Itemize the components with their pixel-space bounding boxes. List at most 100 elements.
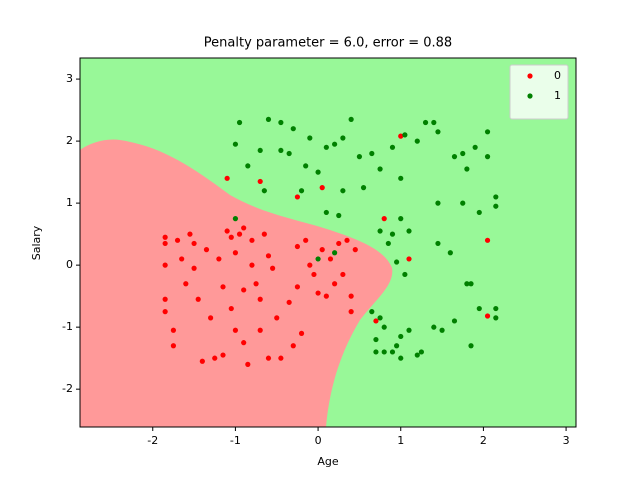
point	[257, 327, 263, 333]
point	[476, 305, 482, 312]
point	[286, 299, 292, 305]
point	[377, 315, 383, 321]
point	[195, 296, 201, 302]
region-0	[80, 139, 393, 427]
point	[472, 144, 478, 150]
point	[257, 296, 263, 302]
point	[212, 355, 218, 361]
point	[356, 154, 363, 160]
point	[323, 209, 329, 216]
point	[327, 256, 334, 262]
y-tick-label: 0	[66, 258, 73, 271]
chart-title: Penalty parameter = 6.0, error = 0.88	[204, 36, 452, 51]
point	[224, 228, 230, 234]
point	[319, 247, 325, 253]
point	[340, 135, 346, 141]
point	[162, 309, 168, 315]
point	[241, 340, 247, 346]
x-tick-label: 2	[480, 434, 487, 447]
point	[340, 271, 346, 278]
point	[162, 234, 168, 240]
point	[484, 237, 491, 243]
point	[311, 271, 317, 278]
point	[377, 228, 383, 234]
point	[249, 237, 255, 243]
y-tick-label: 1	[66, 196, 73, 209]
x-tick-label: 1	[397, 434, 404, 447]
point	[373, 336, 379, 343]
point	[220, 352, 226, 358]
point	[232, 216, 239, 222]
point	[187, 231, 193, 237]
point	[162, 262, 168, 268]
point	[344, 237, 350, 243]
point	[398, 333, 404, 340]
point	[261, 231, 267, 237]
point	[352, 247, 358, 253]
point	[183, 281, 189, 287]
point	[232, 250, 239, 256]
point	[307, 135, 313, 141]
point	[294, 284, 301, 290]
point	[315, 169, 321, 175]
point	[290, 343, 296, 349]
point	[191, 265, 197, 271]
point	[257, 147, 263, 154]
point	[261, 188, 267, 194]
point	[398, 175, 404, 181]
point	[332, 281, 338, 287]
legend-label: 0	[554, 69, 561, 82]
point	[340, 188, 346, 194]
point	[468, 281, 474, 287]
point	[381, 216, 387, 222]
point	[336, 212, 342, 219]
point	[422, 119, 429, 126]
x-tick-label: 0	[315, 434, 322, 447]
point	[377, 166, 383, 172]
point	[315, 290, 321, 296]
point	[265, 253, 272, 259]
point	[385, 240, 391, 247]
point	[265, 116, 272, 122]
point	[484, 129, 491, 135]
point	[286, 150, 292, 157]
point	[228, 234, 234, 240]
point	[406, 228, 412, 234]
point	[270, 265, 276, 271]
point	[435, 200, 441, 206]
x-axis-label: Age	[317, 455, 339, 468]
point	[294, 194, 301, 200]
point	[418, 349, 425, 355]
point	[414, 352, 420, 358]
point	[174, 237, 181, 243]
point	[398, 355, 404, 361]
point	[236, 119, 243, 126]
point	[336, 240, 342, 247]
point	[381, 349, 387, 355]
point	[203, 247, 210, 253]
point	[431, 119, 437, 126]
legend-marker	[527, 93, 533, 99]
point	[439, 327, 445, 333]
point	[369, 309, 375, 315]
point	[394, 343, 400, 349]
point	[369, 150, 375, 157]
y-tick-label: -1	[62, 320, 73, 333]
point	[460, 150, 466, 157]
point	[208, 315, 214, 321]
point	[216, 256, 222, 262]
point	[389, 144, 396, 150]
point	[241, 225, 247, 231]
point	[414, 138, 420, 144]
point	[468, 343, 474, 349]
point	[398, 133, 404, 139]
point	[245, 163, 251, 169]
point	[476, 209, 482, 216]
point	[319, 185, 325, 191]
point	[294, 243, 301, 250]
legend-label: 1	[554, 89, 561, 102]
point	[406, 327, 412, 333]
point	[199, 358, 205, 364]
point	[484, 154, 491, 160]
